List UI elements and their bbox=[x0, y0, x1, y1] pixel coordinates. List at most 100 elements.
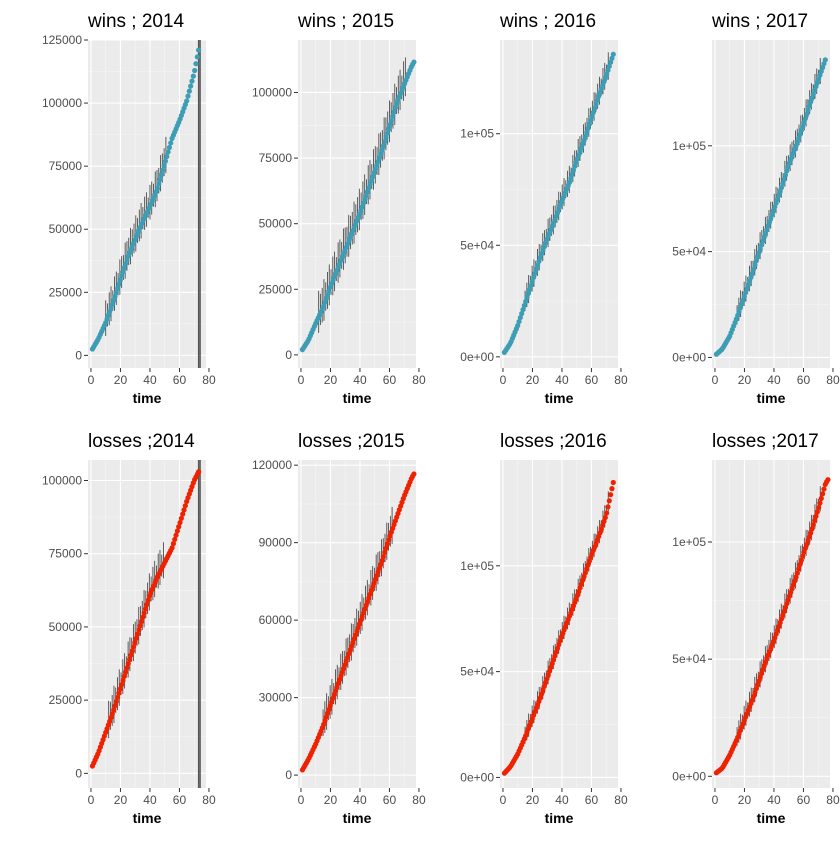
data-point bbox=[604, 510, 610, 516]
data-point bbox=[784, 168, 790, 174]
data-point bbox=[533, 266, 539, 272]
y-tick-label: 25000 bbox=[49, 693, 83, 707]
data-point bbox=[806, 103, 812, 109]
data-point bbox=[132, 639, 138, 646]
y-tick-label: 75000 bbox=[259, 151, 293, 165]
x-axis-label: time bbox=[343, 810, 372, 826]
x-tick-label: 60 bbox=[173, 373, 187, 387]
data-point bbox=[124, 665, 130, 671]
data-point bbox=[382, 139, 388, 145]
x-tick-label: 80 bbox=[202, 373, 216, 387]
data-point bbox=[168, 140, 174, 146]
data-point bbox=[584, 129, 590, 135]
data-point bbox=[111, 707, 117, 713]
data-point bbox=[170, 541, 177, 547]
data-point bbox=[188, 83, 194, 89]
data-point bbox=[515, 323, 521, 329]
x-axis-label: time bbox=[133, 390, 162, 406]
y-tick-label: 25000 bbox=[259, 282, 293, 296]
x-tick-label: 0 bbox=[500, 793, 507, 807]
y-tick-label: 125000 bbox=[42, 33, 82, 47]
data-point bbox=[802, 115, 808, 122]
x-axis-label: time bbox=[757, 390, 786, 406]
panel-title: losses ;2015 bbox=[298, 431, 405, 452]
data-point bbox=[164, 153, 170, 160]
data-point bbox=[750, 266, 757, 272]
data-point bbox=[383, 134, 389, 141]
data-point bbox=[609, 486, 615, 492]
data-point bbox=[797, 561, 803, 568]
x-tick-label: 60 bbox=[383, 373, 397, 387]
y-tick-label: 100000 bbox=[252, 85, 292, 99]
y-tick-label: 50000 bbox=[49, 620, 83, 634]
x-tick-label: 40 bbox=[143, 373, 157, 387]
data-point bbox=[134, 631, 141, 637]
chart-panel-svg: 0 20 40 60 80 0e+00 5e+04 1e+05 wins ; 2016 time bbox=[460, 11, 628, 406]
y-tick-label: 0 bbox=[75, 348, 82, 362]
chart-panel-svg: 0 20 40 60 80 0 25000 50000 75000 100000 losses ;2… bbox=[42, 431, 216, 826]
y-tick-label: 75000 bbox=[49, 159, 83, 173]
y-tick-label: 90000 bbox=[259, 536, 293, 550]
data-point bbox=[186, 88, 192, 94]
chart-panel-svg: 0 20 40 60 80 0 30000 60000 90000 120000 losses ;2… bbox=[252, 431, 426, 826]
data-point bbox=[145, 597, 151, 603]
x-tick-label: 80 bbox=[614, 793, 628, 807]
x-tick-label: 80 bbox=[826, 793, 840, 807]
data-point bbox=[520, 306, 526, 313]
x-axis-label: time bbox=[545, 390, 574, 406]
x-tick-label: 20 bbox=[526, 793, 540, 807]
data-point bbox=[524, 294, 530, 301]
data-point bbox=[570, 167, 577, 173]
data-point bbox=[752, 262, 758, 268]
data-point bbox=[129, 648, 135, 654]
y-tick-label: 75000 bbox=[49, 547, 83, 561]
data-point bbox=[525, 290, 531, 297]
data-point bbox=[382, 549, 388, 555]
data-point bbox=[523, 298, 529, 305]
data-point bbox=[383, 545, 389, 551]
data-point bbox=[196, 47, 202, 53]
data-point bbox=[157, 176, 163, 182]
data-point bbox=[165, 149, 171, 155]
y-tick-label: 0 bbox=[75, 766, 82, 780]
data-point bbox=[531, 274, 537, 281]
y-tick-label: 50000 bbox=[259, 217, 293, 231]
data-point bbox=[386, 537, 392, 543]
data-point bbox=[128, 652, 134, 658]
data-point bbox=[568, 175, 574, 181]
data-point bbox=[115, 285, 121, 291]
y-tick-label: 100000 bbox=[42, 96, 82, 110]
data-point bbox=[754, 254, 761, 260]
data-point bbox=[386, 126, 392, 132]
data-point bbox=[572, 163, 578, 169]
x-tick-label: 0 bbox=[712, 793, 719, 807]
y-tick-label: 5e+04 bbox=[672, 652, 706, 666]
data-point bbox=[793, 574, 799, 580]
data-point bbox=[391, 109, 397, 115]
data-point bbox=[817, 500, 823, 506]
chart-panel-svg: 0 20 40 60 80 0e+00 5e+04 1e+05 losses ;2017 time bbox=[672, 431, 840, 826]
x-tick-label: 80 bbox=[412, 793, 426, 807]
data-point bbox=[609, 55, 615, 61]
data-point bbox=[173, 532, 179, 538]
chart-panel-svg: 0 20 40 60 80 0e+00 5e+04 1e+05 wins ; 2017 time bbox=[672, 11, 840, 406]
data-point bbox=[141, 610, 147, 616]
data-point bbox=[820, 491, 826, 497]
data-point bbox=[593, 101, 599, 107]
data-point bbox=[800, 553, 806, 559]
data-point bbox=[380, 553, 387, 560]
data-point bbox=[753, 258, 759, 264]
data-point bbox=[392, 105, 398, 111]
data-point bbox=[379, 147, 385, 153]
y-tick-label: 100000 bbox=[42, 474, 82, 488]
data-point bbox=[380, 143, 387, 149]
x-tick-label: 20 bbox=[738, 373, 752, 387]
data-point bbox=[138, 618, 145, 625]
chart-panel: 0 20 40 60 80 0 25000 50000 75000 100000 wins ; 20… bbox=[210, 0, 426, 425]
data-point bbox=[825, 477, 831, 483]
x-axis-label: time bbox=[343, 390, 372, 406]
panel-title: losses ;2014 bbox=[88, 431, 195, 452]
data-point bbox=[411, 471, 417, 477]
data-point bbox=[196, 469, 202, 475]
